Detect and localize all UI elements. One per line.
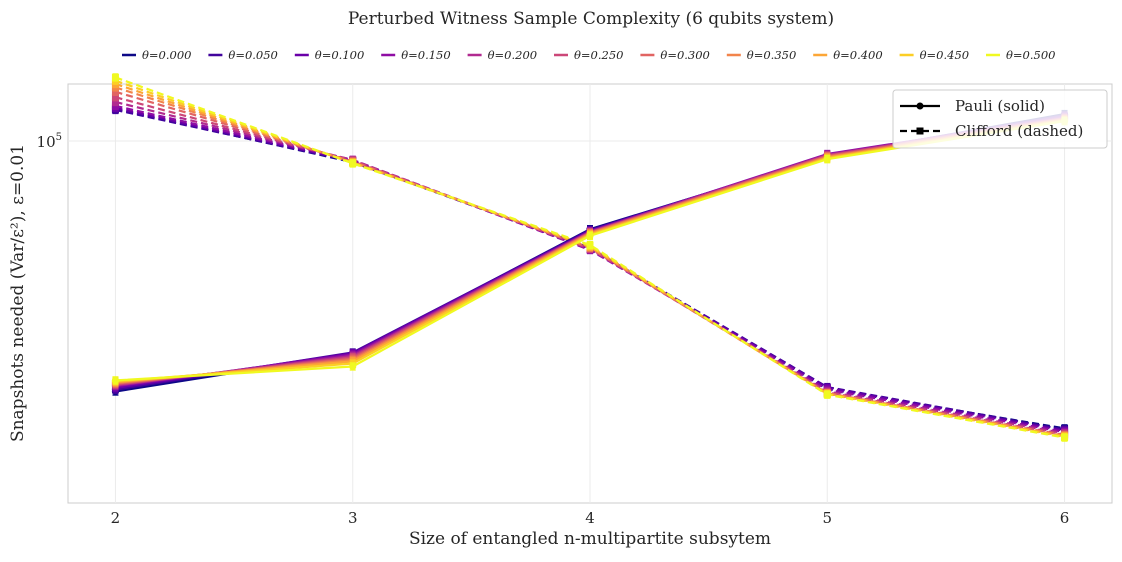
pauli-marker [111, 376, 120, 385]
x-tick-label: 6 [1060, 509, 1070, 527]
x-tick-label: 3 [348, 509, 358, 527]
clifford-series [111, 73, 1069, 442]
legend-clifford-label: Clifford (dashed) [955, 122, 1083, 140]
theta-legend-label: θ=0.200 [488, 48, 537, 62]
theta-legend-label: θ=0.050 [228, 48, 277, 62]
x-tick-label: 4 [585, 509, 595, 527]
clifford-marker [349, 159, 357, 167]
x-tick-label: 2 [111, 509, 121, 527]
theta-legend-label: θ=0.450 [920, 48, 969, 62]
legend-pauli-label: Pauli (solid) [955, 97, 1045, 115]
clifford-marker [586, 241, 594, 249]
pauli-marker [349, 362, 357, 371]
clifford-marker [111, 98, 119, 106]
style-legend: Pauli (solid) Clifford (dashed) [892, 89, 1108, 149]
theta-legend-label: θ=0.100 [315, 48, 364, 62]
legend-pauli-marker [916, 102, 924, 110]
y-axis-ticks: 105 [37, 132, 62, 151]
theta-legend-label: θ=0.300 [660, 48, 709, 62]
theta-legend-label: θ=0.000 [142, 48, 191, 62]
y-axis-label: Snapshots needed (Var/ε²), ε=0.01 [8, 144, 28, 442]
theta-legend: θ=0.000 θ=0.050 θ=0.100 θ=0.150 θ=0.200 θ=0.2… [122, 48, 1055, 62]
clifford-marker [111, 93, 119, 101]
legend-clifford-marker [916, 127, 924, 135]
theta-legend-label: θ=0.350 [747, 48, 796, 62]
style-legend-frame [892, 89, 1108, 149]
theta-legend-label: θ=0.250 [574, 48, 623, 62]
clifford-marker [111, 73, 119, 81]
clifford-line [115, 76, 1065, 439]
clifford-marker [823, 391, 831, 399]
pauli-marker [823, 155, 831, 163]
clifford-marker [111, 88, 119, 96]
x-axis-ticks: 2 3 4 5 6 [111, 509, 1070, 527]
pauli-marker [586, 232, 594, 240]
theta-legend-label: θ=0.400 [833, 48, 882, 62]
x-tick-label: 5 [822, 509, 832, 527]
x-axis-label: Size of entangled n-multipartite subsyte… [409, 529, 771, 549]
y-tick-label: 105 [37, 132, 62, 151]
theta-legend-label: θ=0.150 [401, 48, 450, 62]
clifford-marker [1061, 434, 1069, 442]
chart-title: Perturbed Witness Sample Complexity (6 q… [348, 9, 834, 29]
theta-legend-label: θ=0.500 [1006, 48, 1055, 62]
